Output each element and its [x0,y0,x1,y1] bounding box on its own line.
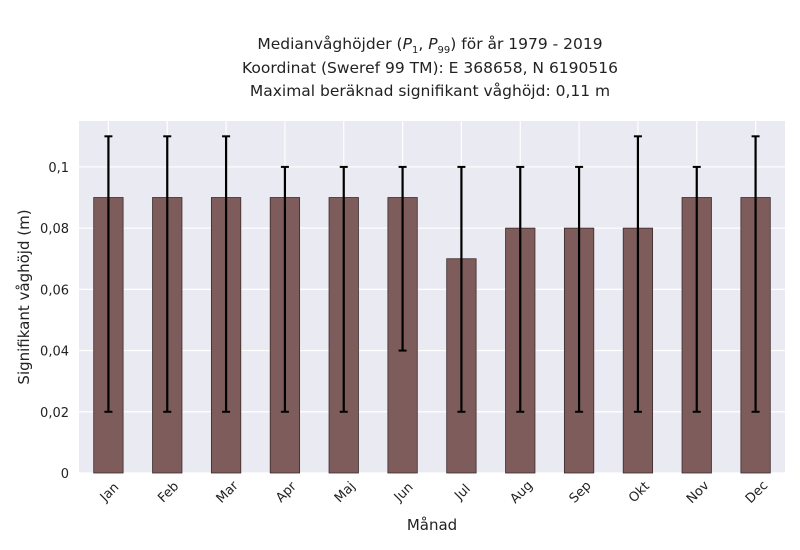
x-axis-label: Månad [407,516,457,534]
x-tick-label: Aug [507,478,536,507]
title-line-3: Maximal beräknad signifikant våghöjd: 0,… [249,82,611,100]
x-tick-label: Dec [743,478,771,506]
plot-area [79,121,785,473]
x-tick-label: Apr [273,479,300,506]
chart-title: Medianvåghöjder (P1, P99) för år 1979 - … [30,33,800,104]
x-tick-label: Mar [214,478,242,506]
y-tick-label: 0,02 [40,406,69,421]
title-line-1: Medianvåghöjder (P1, P99) för år 1979 - … [257,35,603,57]
y-tick-labels: 0 0,02 0,04 0,06 0,08 0,1 [40,161,69,482]
x-tick-label: Okt [626,479,653,506]
error-bars [104,135,760,413]
y-tick-label: 0 [61,467,69,482]
x-tick-label: Jul [451,482,473,504]
y-tick-label: 0,04 [40,345,69,360]
y-axis-label: Signifikant våghöjd (m) [15,209,33,384]
y-tick-label: 0,1 [48,161,69,176]
x-tick-label: Nov [684,478,713,507]
x-tick-label: Feb [155,479,182,506]
y-tick-label: 0,06 [40,283,69,298]
x-tick-label: Sep [567,479,595,507]
x-tick-label: Jan [97,480,122,505]
title-line-2: Koordinat (Sweref 99 TM): E 368658, N 61… [242,58,618,77]
x-tick-labels: Jan Feb Mar Apr Maj Jun Jul Aug Sep Okt Nov Dec [97,478,771,507]
x-tick-label: Maj [332,479,359,506]
y-tick-label: 0,08 [40,222,69,237]
x-tick-label: Jun [391,480,417,506]
